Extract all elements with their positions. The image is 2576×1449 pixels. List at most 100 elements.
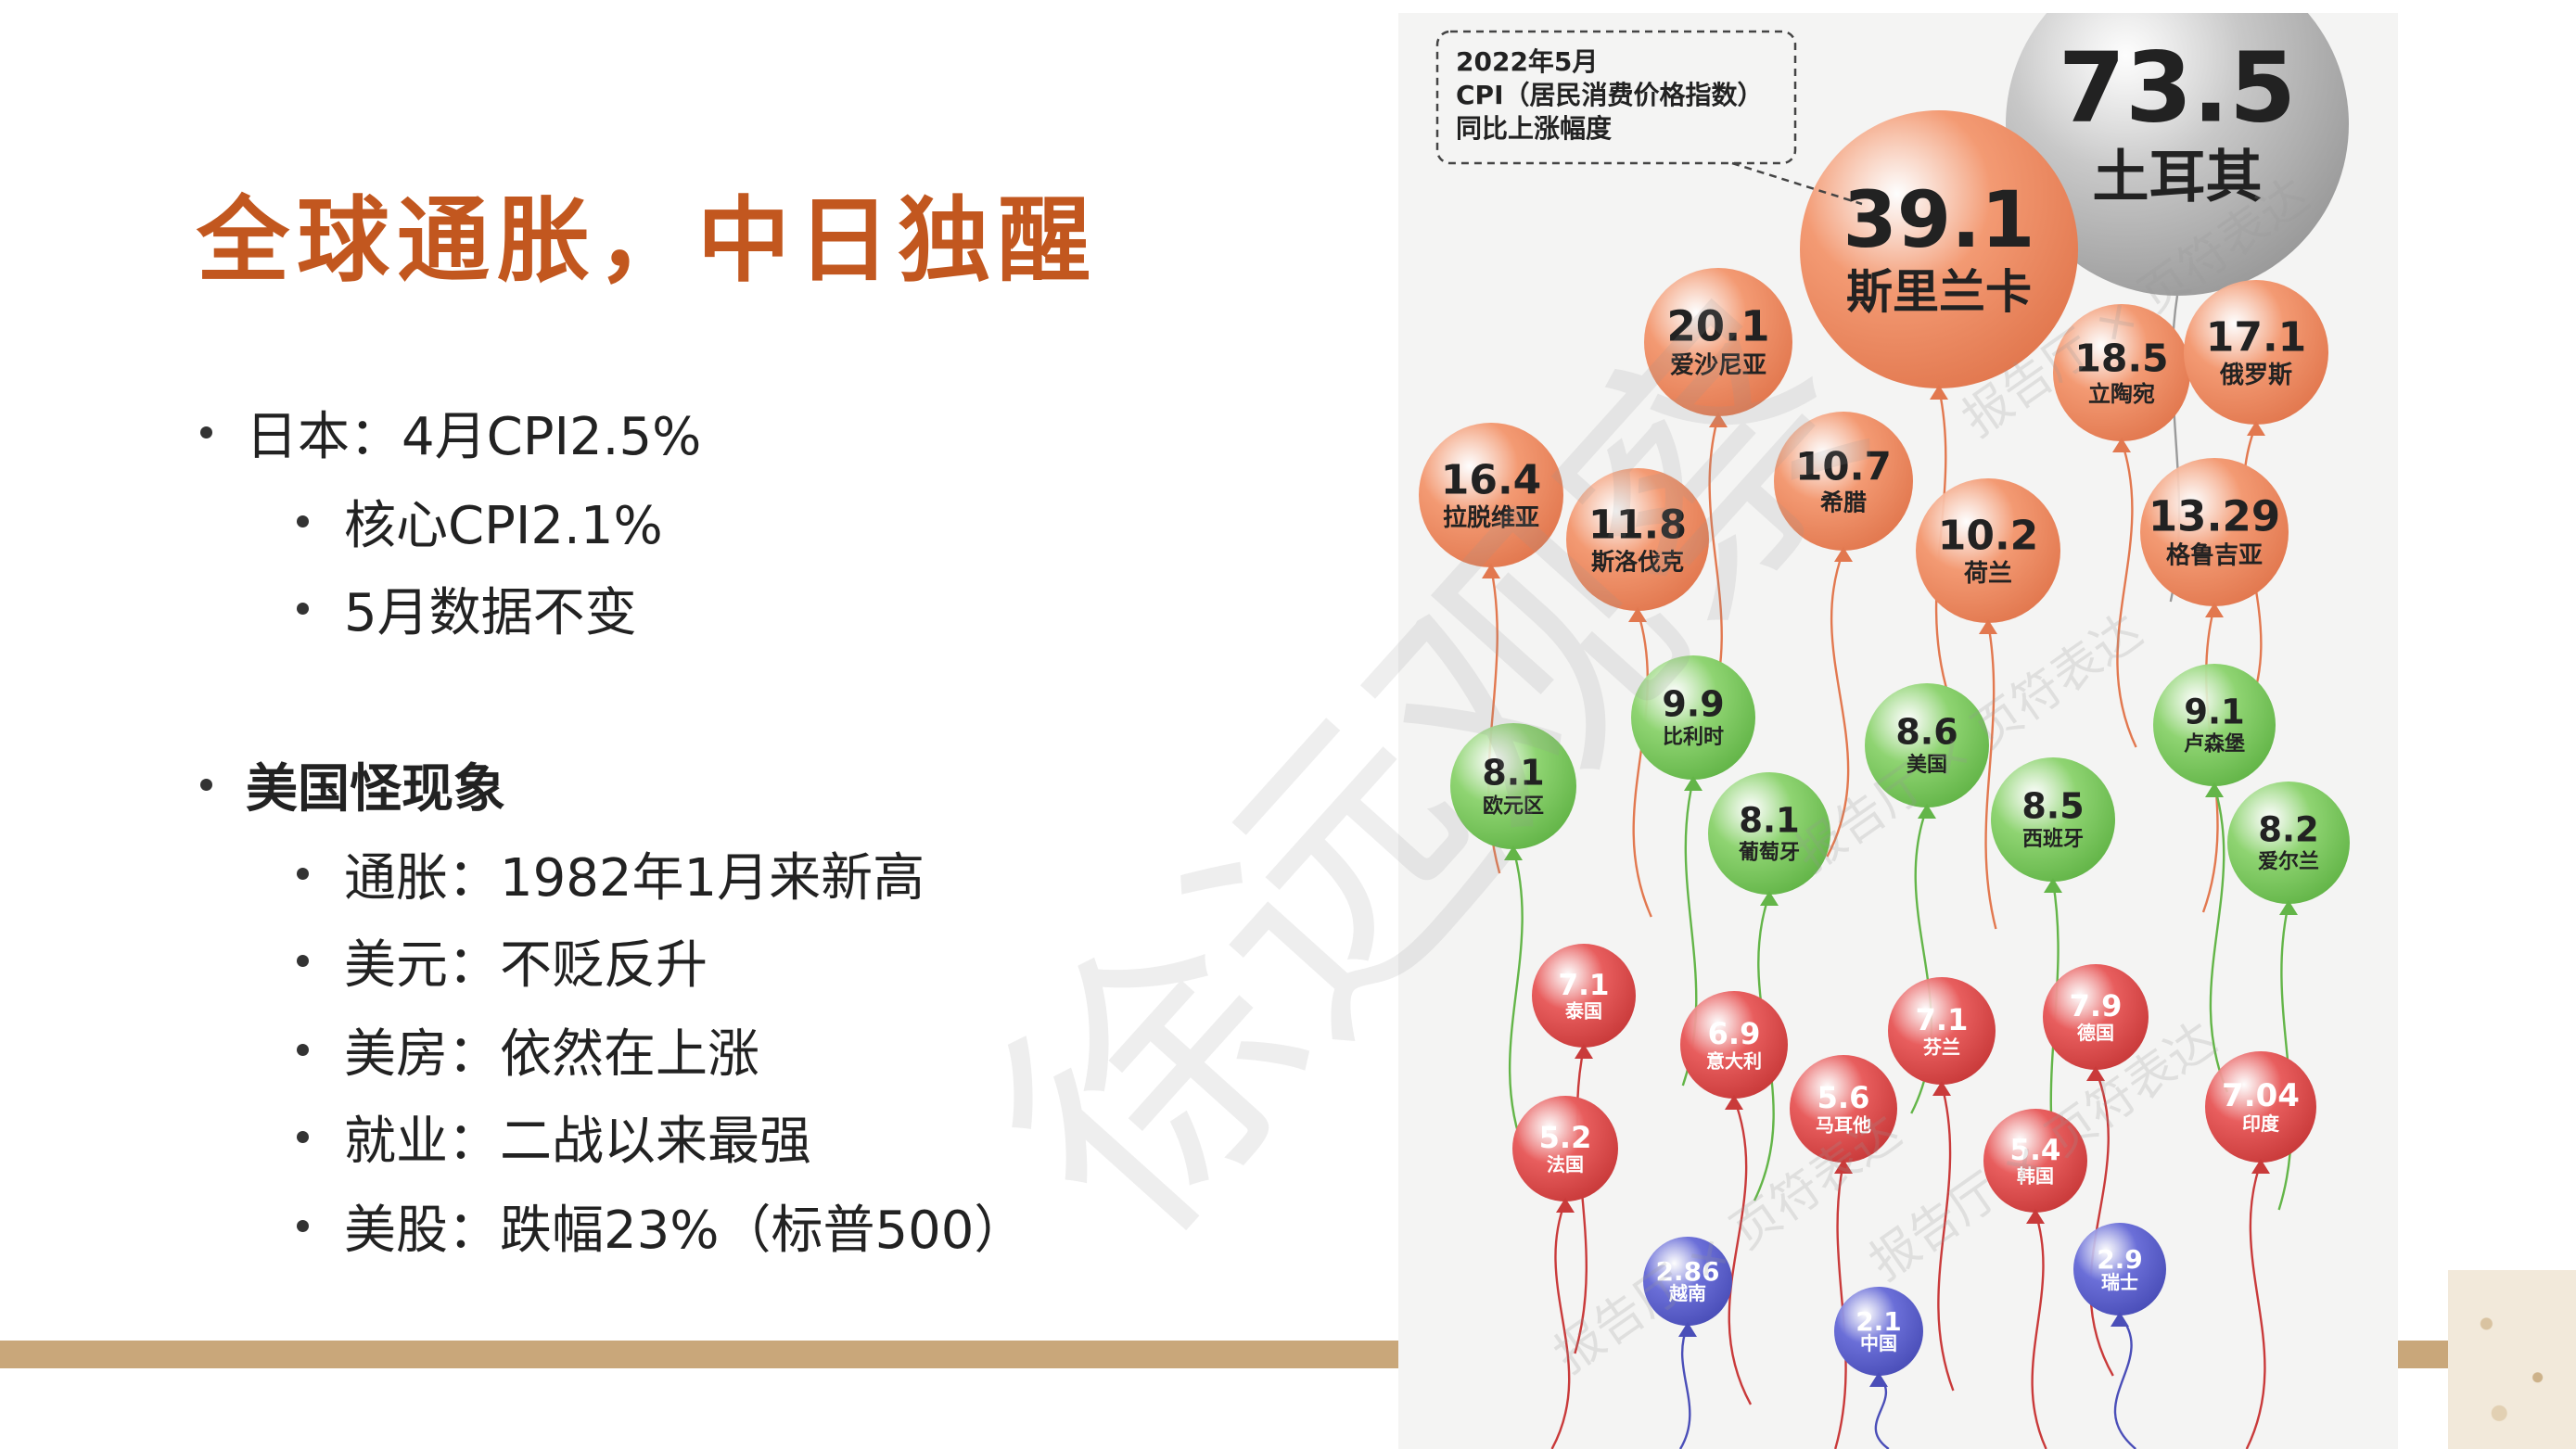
balloon-knot <box>2205 782 2224 797</box>
bullet-item: 美股：跌幅23%（标普500） <box>297 1188 1026 1264</box>
balloon-knot <box>1482 564 1500 578</box>
balloon-country: 拉脱维亚 <box>1443 503 1539 532</box>
footer-decoration <box>2448 1270 2576 1449</box>
bullet-item: 美元：不贬反升 <box>297 923 708 998</box>
balloon-knot <box>1834 547 1853 562</box>
balloon-美国: 8.6美国 <box>1865 683 1989 819</box>
balloon-body <box>1888 977 1996 1085</box>
balloon-value: 20.1 <box>1666 301 1769 350</box>
balloon-body <box>2043 964 2149 1070</box>
bullet-text: 美元：不贬反升 <box>344 935 708 996</box>
bullet-dot-icon <box>297 1131 309 1143</box>
balloon-country: 希腊 <box>1820 489 1867 516</box>
balloon-value: 7.04 <box>2222 1077 2300 1114</box>
balloon-value: 10.2 <box>1938 512 2039 559</box>
balloon-string <box>1937 1084 1955 1392</box>
balloon-string <box>1728 1098 1753 1405</box>
bullet-dot-icon <box>200 426 212 439</box>
balloon-body <box>1774 412 1913 551</box>
balloon-value: 2.9 <box>2097 1244 2143 1275</box>
balloon-body <box>1865 683 1989 807</box>
balloon-body <box>1450 723 1576 849</box>
balloon-value: 7.1 <box>1559 969 1610 1002</box>
balloon-knot <box>2026 1209 2045 1224</box>
balloon-country: 欧元区 <box>1483 794 1544 819</box>
balloon-body <box>2205 1051 2316 1163</box>
balloon-knot <box>1725 1095 1743 1110</box>
balloon-knot <box>2279 900 2298 915</box>
balloon-country: 立陶宛 <box>2088 381 2155 407</box>
balloon-string <box>1509 848 1527 1156</box>
balloon-荷兰: 10.2荷兰 <box>1916 478 2060 634</box>
balloon-body <box>1644 268 1792 416</box>
balloon-body <box>1983 1109 2087 1213</box>
balloon-value: 9.1 <box>2184 693 2245 732</box>
balloon-body <box>2184 280 2328 425</box>
balloon-value: 5.6 <box>1817 1080 1870 1115</box>
bullet-dot-icon <box>297 1220 309 1232</box>
balloon-希腊: 10.7希腊 <box>1774 412 1913 562</box>
balloon-body <box>2006 13 2349 296</box>
balloon-country: 法国 <box>1547 1153 1584 1176</box>
balloon-string <box>1826 550 1850 858</box>
balloon-country: 比利时 <box>1663 726 1724 749</box>
balloon-knot <box>2086 1066 2105 1081</box>
balloon-body <box>2140 458 2289 606</box>
balloon-country: 瑞士 <box>2101 1271 2138 1293</box>
balloon-country: 爱沙尼亚 <box>1670 352 1766 380</box>
bullet-item: 日本：4月CPI2.5% <box>200 395 701 470</box>
balloon-knot <box>1979 619 1997 634</box>
bullet-dot-icon <box>297 955 309 967</box>
balloon-country: 美国 <box>1906 753 1947 777</box>
bullet-text: 通胀：1982年1月来新高 <box>344 848 925 909</box>
balloon-body <box>2073 1223 2166 1316</box>
bullet-dot-icon <box>297 603 309 615</box>
balloon-value: 7.9 <box>2070 988 2123 1023</box>
bullet-text: 日本：4月CPI2.5% <box>246 407 702 467</box>
balloon-value: 39.1 <box>1843 174 2034 265</box>
balloon-body <box>1566 468 1709 611</box>
balloon-knot <box>1869 1372 1888 1387</box>
balloon-value: 11.8 <box>1588 502 1687 548</box>
balloon-body <box>1790 1055 1897 1163</box>
balloon-knot <box>1932 1081 1951 1096</box>
balloon-knot <box>2112 438 2131 452</box>
balloon-string <box>2089 1069 2114 1377</box>
balloon-德国: 7.9德国 <box>2043 964 2149 1081</box>
balloon-string <box>2277 903 2293 1211</box>
balloon-value: 7.1 <box>1916 1002 1969 1037</box>
balloon-knot <box>1918 804 1936 819</box>
balloon-body <box>1708 772 1830 895</box>
balloon-country: 斯洛伐克 <box>1591 548 1684 575</box>
balloon-body <box>1834 1287 1923 1376</box>
balloon-country: 德国 <box>2077 1022 2114 1044</box>
balloon-knot <box>1678 1322 1697 1337</box>
balloon-body <box>1532 944 1636 1048</box>
balloon-value: 2.86 <box>1655 1256 1719 1287</box>
balloon-body <box>1643 1237 1732 1326</box>
bullet-dot-icon <box>200 779 212 791</box>
balloon-knot <box>1556 1198 1575 1213</box>
bullet-item: 通胀：1982年1月来新高 <box>297 836 925 911</box>
balloon-country: 荷兰 <box>1964 560 2012 588</box>
balloon-country: 印度 <box>2242 1112 2280 1135</box>
balloon-value: 2.1 <box>1855 1306 1902 1337</box>
balloon-country: 土耳其 <box>2092 145 2262 210</box>
balloon-泰国: 7.1泰国 <box>1532 944 1636 1059</box>
balloon-value: 8.1 <box>1482 753 1544 794</box>
